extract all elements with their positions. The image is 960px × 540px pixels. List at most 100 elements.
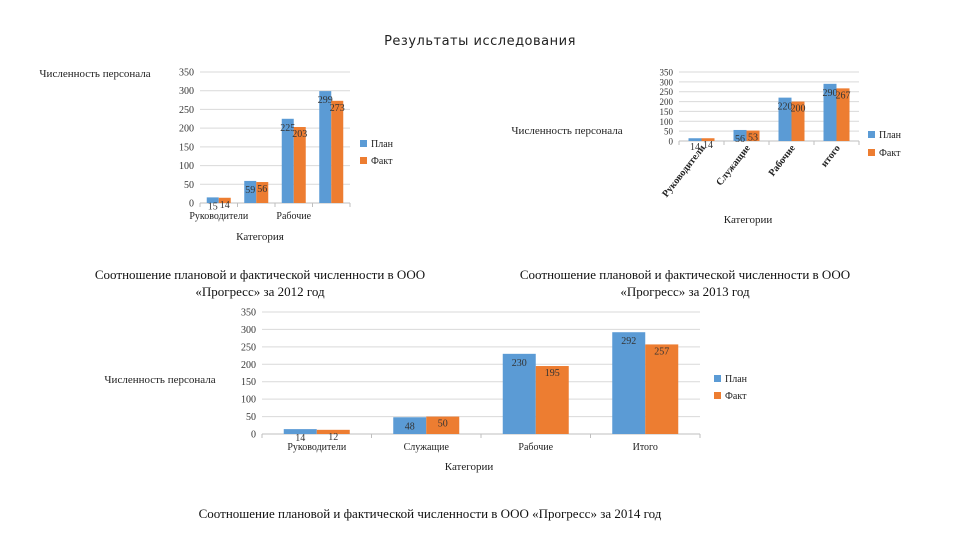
- y-tick-label: 50: [664, 127, 674, 137]
- x-axis-title: Категории: [445, 461, 494, 473]
- y-axis-title: Численность персонала: [104, 374, 215, 386]
- data-label: 273: [330, 103, 345, 114]
- bar-plan: [502, 353, 536, 434]
- y-tick-label: 350: [179, 68, 194, 79]
- y-tick-label: 150: [241, 377, 256, 388]
- caption-2012-line1: Соотношение плановой и фактической числе…: [94, 267, 426, 282]
- bar-plan: [283, 429, 317, 434]
- category-label: Рабочие: [518, 442, 553, 453]
- y-axis-title: Численность персонала: [39, 68, 150, 80]
- bar-plan: [393, 417, 427, 434]
- bar-fact: [316, 429, 350, 434]
- data-label: 290: [823, 88, 838, 99]
- data-label: 299: [318, 95, 333, 106]
- data-label: 220: [778, 102, 793, 113]
- bar-fact: [701, 138, 715, 141]
- data-label: 203: [292, 129, 307, 140]
- data-label: 56: [257, 184, 267, 195]
- y-tick-label: 250: [179, 105, 194, 116]
- caption-2014: Соотношение плановой и фактической числе…: [0, 505, 860, 522]
- bar-fact: [218, 197, 231, 203]
- y-tick-label: 50: [184, 180, 194, 191]
- caption-2014-line1: Соотношение плановой и фактической числе…: [198, 506, 662, 521]
- category-label: Служащие: [404, 442, 450, 453]
- y-tick-label: 100: [660, 117, 674, 127]
- y-tick-label: 150: [660, 107, 674, 117]
- y-tick-label: 100: [241, 395, 256, 406]
- data-label: 14: [220, 200, 230, 211]
- y-tick-label: 0: [251, 430, 256, 441]
- data-label: 50: [438, 419, 448, 430]
- category-label: Руководители: [287, 442, 347, 453]
- y-tick-label: 250: [660, 87, 674, 97]
- caption-2013: Соотношение плановой и фактической числе…: [460, 266, 910, 300]
- y-tick-label: 200: [179, 124, 194, 135]
- data-label: 14: [703, 140, 713, 151]
- y-tick-label: 150: [179, 142, 194, 153]
- bar-fact: [836, 88, 850, 141]
- legend-swatch-plan: [714, 375, 721, 382]
- data-label: 225: [280, 123, 295, 134]
- y-tick-label: 300: [179, 86, 194, 97]
- legend-swatch-fact: [714, 392, 721, 399]
- bar-plan: [733, 129, 747, 141]
- bar-fact: [426, 416, 460, 434]
- bar-plan: [206, 197, 219, 203]
- data-label: 14: [295, 433, 305, 444]
- bar-plan: [244, 180, 257, 203]
- x-axis-title: Категория: [236, 231, 284, 243]
- data-label: 59: [245, 185, 255, 196]
- bar-plan: [688, 138, 702, 141]
- y-tick-label: 100: [179, 161, 194, 172]
- legend-swatch-fact: [868, 149, 875, 156]
- page-title: Результаты исследования: [384, 34, 576, 49]
- data-label: 230: [512, 358, 527, 369]
- caption-2012-line2: «Прогресс» за 2012 год: [195, 284, 325, 299]
- caption-2012: Соотношение плановой и фактической числе…: [20, 266, 500, 300]
- data-label: 48: [405, 421, 415, 432]
- bar-fact: [535, 366, 569, 434]
- legend-label: План: [879, 130, 902, 141]
- bar-fact: [256, 182, 269, 203]
- legend-swatch-plan: [360, 140, 367, 147]
- bar-fact: [791, 101, 805, 141]
- category-label: Руководители: [189, 211, 249, 222]
- bar-fact: [331, 100, 344, 203]
- y-tick-label: 50: [246, 412, 256, 423]
- caption-2013-line2: «Прогресс» за 2013 год: [620, 284, 750, 299]
- data-label: 292: [621, 336, 636, 347]
- bar-fact: [746, 130, 760, 141]
- data-label: 267: [836, 90, 851, 101]
- category-label: Итого: [633, 442, 658, 453]
- bar-plan: [612, 332, 646, 434]
- data-label: 15: [208, 201, 218, 212]
- bar-fact: [645, 344, 679, 434]
- bar-fact: [293, 127, 306, 203]
- data-label: 195: [545, 368, 560, 379]
- legend-label: Факт: [725, 391, 747, 402]
- bar-plan: [823, 83, 837, 141]
- y-tick-label: 300: [241, 325, 256, 336]
- data-label: 200: [791, 104, 806, 115]
- data-label: 53: [748, 133, 758, 144]
- y-tick-label: 0: [189, 199, 194, 210]
- bar-plan: [281, 118, 294, 203]
- legend-label: Факт: [879, 148, 901, 159]
- bar-plan: [319, 91, 332, 203]
- y-tick-label: 350: [660, 68, 674, 78]
- y-tick-label: 0: [669, 137, 674, 147]
- legend-swatch-fact: [360, 157, 367, 164]
- legend-label: План: [371, 139, 394, 150]
- data-label: 14: [690, 142, 700, 153]
- y-tick-label: 300: [660, 77, 674, 87]
- legend-swatch-plan: [868, 131, 875, 138]
- legend-label: Факт: [371, 156, 393, 167]
- y-tick-label: 350: [241, 308, 256, 319]
- y-axis-title: Численность персонала: [511, 125, 622, 137]
- y-tick-label: 200: [660, 97, 674, 107]
- caption-2013-line1: Соотношение плановой и фактической числе…: [519, 267, 851, 282]
